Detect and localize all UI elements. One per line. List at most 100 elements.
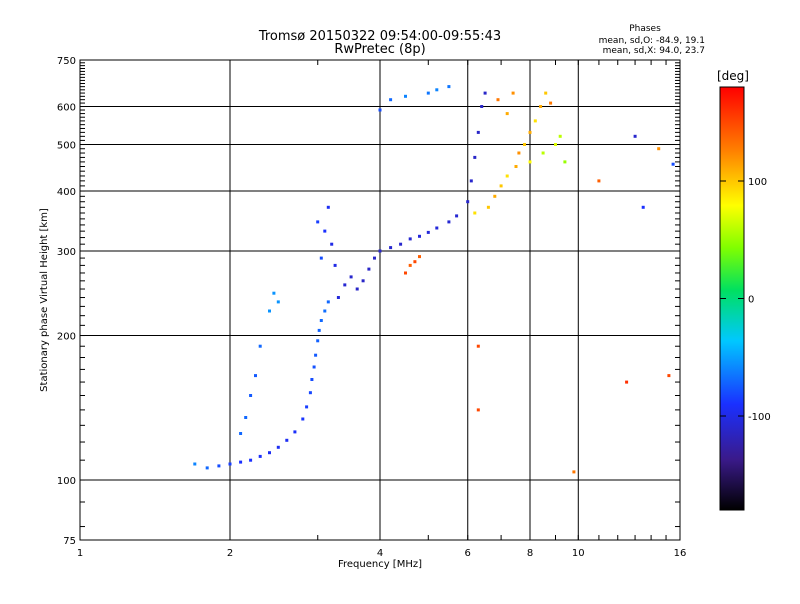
data-point	[597, 179, 601, 183]
data-point	[258, 344, 262, 348]
data-point	[447, 85, 451, 89]
data-point	[268, 309, 271, 313]
x-tick-label: 16	[674, 548, 687, 559]
data-point	[514, 165, 518, 168]
y-tick-label: 200	[57, 332, 76, 343]
colorbar: [deg] -100 0 100	[717, 69, 771, 511]
data-point	[486, 205, 490, 209]
data-point	[455, 214, 459, 218]
data-point	[413, 260, 417, 264]
y-tick-label: 400	[57, 187, 76, 198]
data-point	[308, 391, 312, 395]
data-point	[205, 466, 209, 470]
y-tick-label: 100	[57, 476, 76, 487]
stats-line-o: mean, sd,O: -84.9, 19.1	[599, 36, 705, 46]
data-point	[399, 242, 403, 246]
data-point	[336, 296, 340, 299]
data-point	[316, 339, 320, 343]
x-tick-label: 1	[77, 548, 83, 559]
data-point	[528, 130, 532, 134]
data-point	[316, 220, 320, 224]
plot-frame	[79, 59, 681, 541]
data-point	[667, 374, 671, 378]
data-point	[469, 179, 473, 183]
data-point	[389, 246, 393, 250]
x-tick-label: 2	[227, 548, 233, 559]
data-point	[249, 394, 253, 397]
y-axis-label: Stationary phase Virtual Height [km]	[39, 208, 50, 392]
data-point	[323, 229, 327, 233]
data-point	[493, 194, 497, 198]
data-point	[408, 263, 412, 267]
data-point	[367, 267, 371, 271]
data-point	[476, 130, 480, 134]
data-point	[447, 220, 451, 224]
data-point	[276, 300, 280, 304]
y-tick-label: 300	[57, 247, 76, 258]
data-point	[476, 344, 480, 348]
data-point	[408, 237, 412, 241]
data-point	[326, 205, 330, 209]
data-point	[496, 98, 500, 102]
grid-lines	[80, 60, 680, 540]
data-point	[549, 101, 553, 105]
data-point	[476, 408, 480, 412]
data-point	[558, 134, 562, 138]
data-point	[361, 279, 365, 283]
data-point	[310, 378, 314, 381]
data-point	[249, 458, 253, 462]
data-point	[333, 263, 337, 267]
axis-ticks: 1 2 4 6 8 10 16 75 100 200 300 400 500 600 750	[57, 56, 686, 559]
stats-line-x: mean, sd,X: 94.0, 23.7	[603, 46, 705, 56]
data-point	[572, 470, 576, 474]
data-point	[330, 242, 334, 246]
data-point	[517, 151, 521, 155]
data-point	[314, 353, 318, 357]
data-point	[244, 416, 248, 419]
data-point	[343, 283, 347, 287]
data-point	[312, 365, 316, 369]
data-point	[625, 380, 629, 384]
data-point	[523, 143, 526, 146]
y-tick-label: 750	[57, 56, 76, 67]
data-point	[563, 160, 567, 164]
data-point	[258, 454, 262, 458]
data-point	[657, 147, 661, 151]
data-point	[473, 155, 477, 159]
x-tick-label: 10	[572, 548, 585, 559]
data-points	[193, 85, 675, 474]
data-point	[511, 91, 515, 95]
data-point	[480, 105, 484, 108]
data-point	[539, 105, 543, 108]
data-point	[323, 309, 327, 313]
data-point	[301, 417, 305, 421]
data-point	[633, 134, 637, 138]
colorbar-label: [deg]	[717, 69, 749, 83]
data-point	[404, 271, 407, 275]
data-point	[505, 112, 509, 116]
colorbar-tick-label: -100	[748, 412, 771, 423]
data-point	[305, 405, 309, 409]
data-point	[349, 275, 353, 279]
data-point	[239, 432, 243, 435]
data-point	[541, 151, 545, 155]
data-point	[239, 460, 243, 464]
data-point	[418, 255, 421, 259]
x-tick-label: 8	[527, 548, 533, 559]
data-point	[418, 234, 421, 238]
data-point	[276, 445, 280, 449]
data-point	[404, 94, 407, 98]
data-point	[373, 256, 376, 260]
x-tick-label: 6	[465, 548, 471, 559]
data-point	[499, 184, 503, 188]
y-tick-label: 75	[63, 536, 76, 547]
data-point	[483, 91, 487, 95]
data-point	[466, 200, 470, 204]
x-axis-label: Frequency [MHz]	[338, 559, 422, 570]
data-point	[293, 430, 297, 434]
data-point	[193, 462, 197, 466]
data-point	[217, 464, 221, 468]
data-point	[389, 98, 393, 102]
data-point	[426, 230, 430, 234]
data-point	[426, 91, 430, 95]
